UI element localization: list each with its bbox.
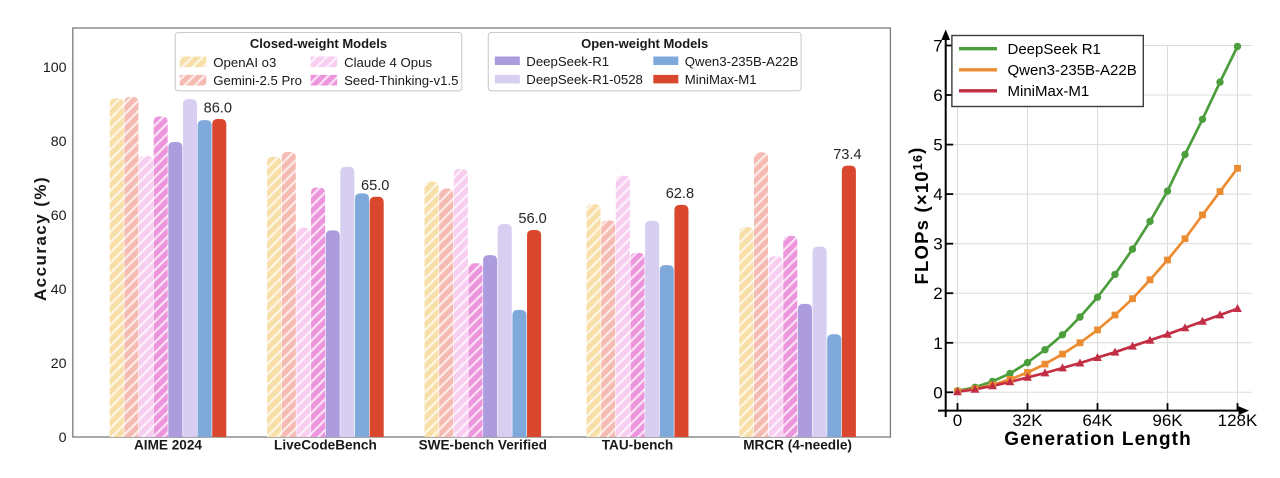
svg-text:Closed-weight Models: Closed-weight Models [250,36,387,51]
svg-text:SWE-bench Verified: SWE-bench Verified [419,437,547,452]
svg-text:DeepSeek-R1-0528: DeepSeek-R1-0528 [526,72,643,87]
svg-text:73.4: 73.4 [833,147,861,163]
svg-text:0: 0 [953,411,962,430]
svg-text:OpenAI o3: OpenAI o3 [213,55,276,70]
svg-text:0: 0 [59,430,67,446]
svg-text:60: 60 [51,208,67,224]
svg-text:32K: 32K [1012,411,1043,430]
svg-text:DeepSeek-R1: DeepSeek-R1 [526,54,609,69]
svg-text:80: 80 [51,134,67,150]
svg-text:Claude 4 Opus: Claude 4 Opus [344,55,432,70]
svg-text:20: 20 [51,356,67,372]
svg-text:6: 6 [933,86,942,105]
svg-text:65.0: 65.0 [361,178,389,194]
svg-text:96K: 96K [1152,411,1183,430]
svg-text:40: 40 [51,282,67,298]
svg-text:56.0: 56.0 [518,211,546,227]
svg-text:128K: 128K [1218,411,1258,430]
svg-text:MRCR (4-needle): MRCR (4-needle) [743,437,852,452]
svg-text:MiniMax-M1: MiniMax-M1 [685,72,757,87]
svg-text:LiveCodeBench: LiveCodeBench [274,437,377,452]
svg-text:86.0: 86.0 [204,100,232,116]
svg-text:62.8: 62.8 [666,186,694,202]
svg-text:2: 2 [933,284,942,303]
svg-text:Generation Length: Generation Length [1004,429,1192,450]
svg-text:DeepSeek R1: DeepSeek R1 [1008,41,1101,58]
svg-text:100: 100 [43,60,67,76]
svg-text:TAU-bench: TAU-bench [602,437,674,452]
svg-text:Gemini-2.5 Pro: Gemini-2.5 Pro [213,73,302,88]
svg-text:5: 5 [933,136,942,155]
svg-text:4: 4 [933,185,942,204]
svg-text:MiniMax-M1: MiniMax-M1 [1008,83,1090,100]
svg-text:3: 3 [933,235,942,254]
svg-text:1: 1 [933,334,942,353]
svg-text:0: 0 [933,383,942,402]
svg-text:Qwen3-235B-A22B: Qwen3-235B-A22B [1008,62,1137,79]
svg-text:64K: 64K [1082,411,1113,430]
svg-text:Open-weight Models: Open-weight Models [581,36,708,51]
svg-text:Seed-Thinking-v1.5: Seed-Thinking-v1.5 [344,73,458,88]
svg-text:Qwen3-235B-A22B: Qwen3-235B-A22B [685,54,799,69]
svg-text:Accuracy (%): Accuracy (%) [31,176,50,301]
svg-text:7: 7 [933,37,942,56]
svg-text:AIME 2024: AIME 2024 [134,437,202,452]
